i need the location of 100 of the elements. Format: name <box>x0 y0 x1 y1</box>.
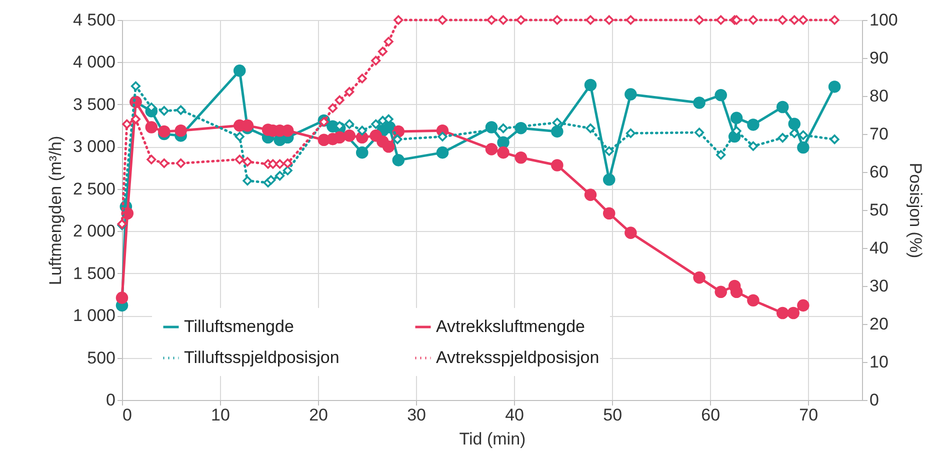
point <box>516 15 526 25</box>
point <box>130 114 140 124</box>
point <box>514 152 528 164</box>
point <box>146 154 156 164</box>
y-tick-label: 2 500 <box>72 179 116 198</box>
point <box>828 80 841 93</box>
point <box>497 146 510 159</box>
point <box>693 271 706 284</box>
point <box>694 128 704 138</box>
point <box>790 128 800 138</box>
y-tick-label: 4 000 <box>72 52 116 72</box>
point <box>624 88 637 100</box>
point <box>716 15 726 25</box>
point <box>602 207 616 220</box>
point <box>498 15 508 25</box>
point <box>716 150 726 160</box>
point <box>394 15 404 25</box>
legend-label: Avtrekksluftmengde <box>436 317 585 336</box>
point <box>787 306 800 320</box>
point <box>551 159 564 172</box>
point <box>344 119 354 129</box>
point <box>730 112 743 124</box>
point <box>498 124 508 134</box>
y2-tick-label: 80 <box>870 86 888 106</box>
point <box>384 36 394 46</box>
point <box>242 156 252 167</box>
y2-tick-label: 70 <box>870 124 888 144</box>
point <box>584 78 597 92</box>
point <box>602 173 616 186</box>
point <box>497 136 510 149</box>
point <box>694 15 704 25</box>
point <box>371 119 381 129</box>
y-tick-label: 3 000 <box>72 137 116 156</box>
point <box>334 95 344 105</box>
x-tick-label: 70 <box>799 406 818 424</box>
point <box>798 15 808 25</box>
point <box>436 146 449 159</box>
point <box>776 306 789 320</box>
point <box>586 15 596 25</box>
x-tick-label: 20 <box>309 406 328 424</box>
point <box>282 166 292 176</box>
point <box>275 171 285 181</box>
point <box>378 46 388 56</box>
point <box>356 146 368 159</box>
point <box>693 96 706 109</box>
point <box>159 106 169 116</box>
y-tick-label: 4 500 <box>72 10 116 30</box>
point <box>797 141 810 154</box>
y-tick-label: 0 <box>106 390 116 410</box>
point <box>586 124 596 134</box>
point <box>357 74 367 84</box>
point <box>788 118 801 130</box>
point <box>486 15 496 25</box>
point <box>268 159 278 169</box>
point <box>714 89 728 102</box>
point <box>551 125 564 138</box>
point <box>122 119 132 129</box>
y2-tick-label: 50 <box>870 200 888 220</box>
legend-label: Tilluftsspjeldposisjon <box>184 348 340 367</box>
point <box>344 87 354 97</box>
point <box>176 158 186 168</box>
point <box>392 134 402 144</box>
point <box>778 15 788 25</box>
point <box>747 294 760 306</box>
point <box>234 132 244 142</box>
point <box>242 176 252 186</box>
point <box>797 299 810 312</box>
y2-tick-label: 0 <box>870 390 879 410</box>
point <box>438 15 448 25</box>
y-axis-title: Luftmengden (m³/h) <box>46 136 65 286</box>
point <box>485 143 498 156</box>
point <box>116 292 128 304</box>
point <box>626 15 636 25</box>
y2-axis-title: Posisjon (%) <box>906 162 925 258</box>
point <box>234 154 244 164</box>
point <box>145 121 158 134</box>
point <box>778 133 788 143</box>
point <box>790 15 800 25</box>
point <box>552 15 562 25</box>
point <box>159 158 169 168</box>
point <box>233 64 246 77</box>
y-tick-label: 3 500 <box>72 94 116 114</box>
point <box>174 124 187 137</box>
x-tick-label: 60 <box>701 406 720 424</box>
point <box>604 15 614 25</box>
point <box>748 15 758 25</box>
point <box>357 126 367 136</box>
point <box>438 132 448 142</box>
point <box>333 131 346 144</box>
point <box>747 118 760 131</box>
point <box>830 15 840 25</box>
point <box>282 158 292 168</box>
y-tick-label: 2 000 <box>72 222 116 241</box>
point <box>604 146 614 156</box>
point <box>382 140 395 153</box>
point <box>714 286 728 298</box>
x-tick-label: 0 <box>122 406 132 424</box>
legend-label: Avtreksspjeldposisjon <box>436 348 600 367</box>
point <box>266 175 276 185</box>
point <box>552 118 562 128</box>
